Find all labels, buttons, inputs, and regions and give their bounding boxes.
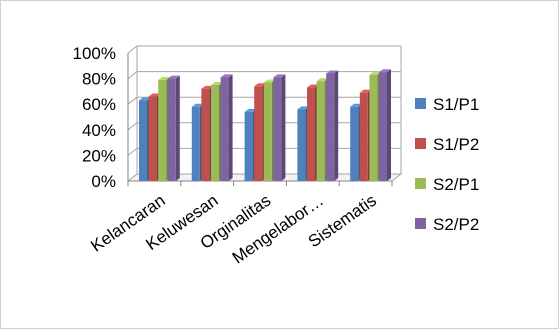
bar-top	[369, 71, 382, 75]
bar	[359, 92, 368, 181]
bar	[158, 79, 167, 181]
bar-top	[307, 84, 319, 88]
bar	[139, 100, 147, 181]
bar-side	[175, 75, 180, 181]
legend-label: S1/P1	[433, 95, 479, 114]
bar-top	[201, 85, 214, 89]
bar	[220, 77, 229, 181]
bar-top	[316, 78, 329, 82]
bar-top	[148, 93, 161, 97]
gridline-side	[127, 148, 138, 156]
bar-side	[228, 74, 233, 181]
bar	[379, 72, 387, 181]
legend-label: S1/P2	[433, 135, 479, 154]
bar-top	[359, 89, 372, 93]
bar	[254, 86, 263, 181]
bar	[211, 85, 219, 181]
bar	[326, 73, 335, 181]
bar-top	[158, 76, 171, 80]
y-tick-label: 20%	[82, 146, 116, 165]
x-category-label: Mengelabor…	[229, 191, 327, 268]
x-category-labels: KelancaranKeluwesanOrginalitasMengelabor…	[87, 191, 380, 268]
bar	[316, 81, 325, 181]
y-tick-label: 0%	[91, 172, 116, 191]
bar-side	[281, 74, 286, 181]
y-tick-label: 60%	[82, 95, 116, 114]
bar-top	[139, 97, 151, 101]
bar	[201, 88, 210, 181]
gridline-side	[127, 71, 138, 79]
bar	[350, 106, 359, 181]
y-tick-labels: 0% 20% 40% 60% 80% 100%	[73, 44, 116, 191]
bar	[297, 109, 306, 181]
bar-top	[220, 74, 233, 78]
bar-top	[326, 70, 339, 74]
y-tick-label: 40%	[82, 121, 116, 140]
bar-top	[350, 103, 363, 107]
bar-top	[273, 74, 286, 78]
legend-swatch	[415, 218, 426, 229]
legend-swatch	[415, 138, 426, 149]
gridline-side	[127, 45, 138, 54]
bar	[369, 74, 378, 181]
legend: S1/P1 S1/P2 S2/P1 S2/P2	[415, 95, 479, 234]
y-tick-label: 100%	[73, 44, 116, 63]
bar	[191, 106, 200, 181]
bar-top	[167, 75, 180, 79]
bar-top	[244, 108, 257, 112]
bar	[244, 111, 253, 181]
bar	[167, 78, 176, 181]
bar-top	[379, 69, 391, 73]
bar	[307, 87, 315, 181]
bar-top	[211, 82, 223, 85]
bar-top	[254, 83, 267, 87]
bar	[273, 77, 282, 181]
gridline-side	[127, 96, 138, 105]
bar-side	[387, 69, 391, 181]
bar	[263, 82, 272, 181]
bars	[139, 69, 391, 181]
bar-top	[297, 106, 310, 110]
gridline-side	[127, 122, 138, 131]
legend-swatch	[415, 178, 426, 189]
bar-side	[334, 70, 339, 181]
bar	[148, 96, 157, 181]
legend-label: S2/P2	[433, 215, 479, 234]
bar-top	[191, 103, 204, 107]
y-tick-label: 80%	[82, 70, 116, 89]
bar-top	[263, 79, 276, 83]
legend-swatch	[415, 98, 426, 109]
legend-label: S2/P1	[433, 175, 479, 194]
